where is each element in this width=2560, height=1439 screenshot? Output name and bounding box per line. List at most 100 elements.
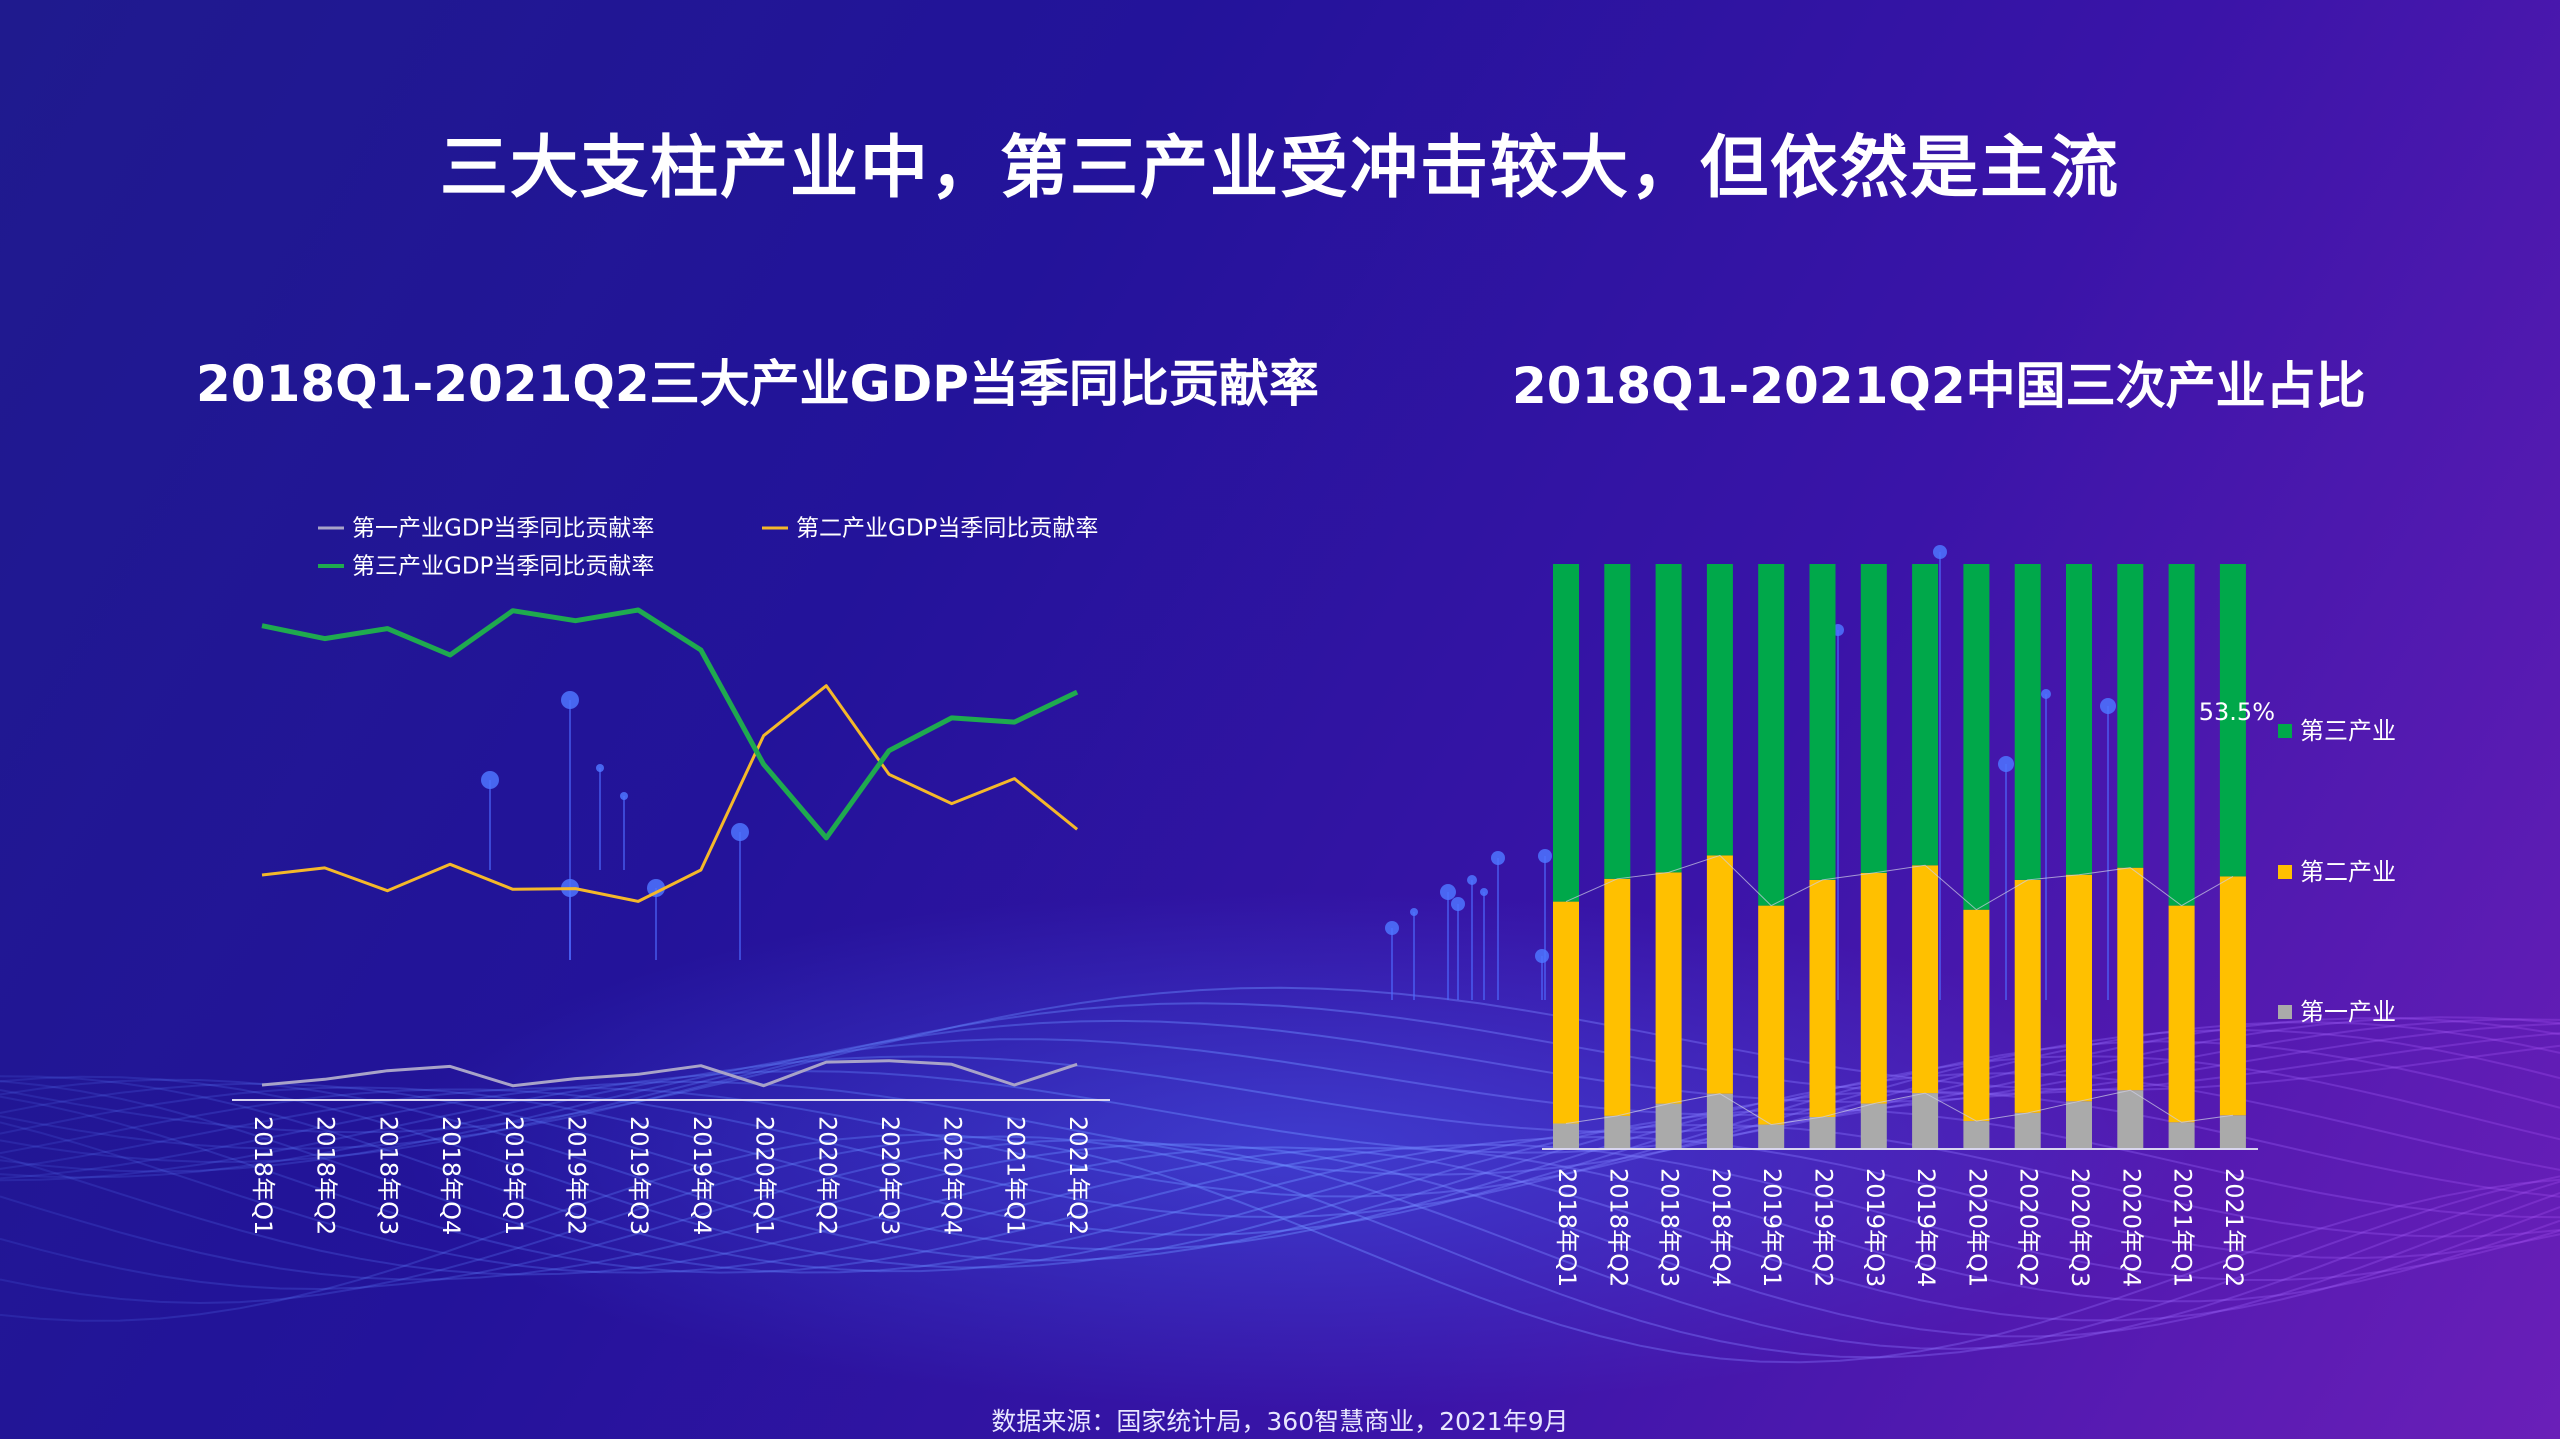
bar-segment-1 [2168,1122,2195,1148]
series-line-3 [261,607,1079,841]
x-tick-label: 2018年Q3 [374,1116,402,1235]
bar-segment-2 [1604,878,1631,1116]
wave-line [0,1075,2560,1269]
legend-label: 第三产业GDP当季同比贡献率 [352,554,654,580]
bar-segment-1 [1604,1115,1631,1148]
legend-swatch [2278,865,2292,879]
light-dot [1535,949,1549,963]
bar-segment-1 [1963,1121,1990,1148]
x-tick-label: 2019年Q4 [688,1116,716,1235]
bar-segment-2 [2066,874,2092,1102]
bar-segment-3 [1860,564,1887,873]
bar-segment-1 [1758,1124,1785,1148]
light-dot [1480,888,1488,896]
bar-segment-1 [1706,1093,1733,1148]
bar-segment-3 [1912,564,1939,866]
bar-segment-2 [1706,855,1733,1094]
bar-segment-1 [2219,1115,2246,1148]
bar-segment-1 [2117,1090,2144,1148]
light-dot [561,691,579,709]
legend-swatch [2278,1005,2292,1019]
bar-segment-1 [1912,1093,1939,1148]
line-chart: 2018年Q1 2018年Q2 2018年Q3 2018年Q4 2019年Q1 2019年… [232,516,1110,1235]
x-tick-label: 2018年Q4 [437,1116,465,1235]
x-tick-label: 2018年Q1 [249,1116,277,1235]
bar-segment-1 [2066,1101,2092,1148]
bar-segment-2 [1809,879,1836,1117]
bar-segment-3 [1963,564,1990,910]
x-tick-label: 2019年Q2 [563,1116,591,1235]
bar-segment-2 [1860,872,1887,1104]
bar-segment-3 [1706,564,1733,856]
bar-segment-2 [2168,905,2195,1123]
bar-segment-1 [1860,1103,1887,1148]
light-dot [731,823,749,841]
data-label: 53.5% [2199,698,2275,726]
wave-line [0,1143,2560,1338]
legend-label: 第一产业 [2300,998,2396,1026]
x-tick-label: 2020年Q1 [751,1116,779,1235]
bar-segment-1 [1655,1103,1682,1148]
legend-label: 第三产业 [2300,717,2396,745]
bar-chart-title: 2018Q1-2021Q2中国三次产业占比 [1512,357,2366,415]
page-title: 三大支柱产业中，第三产业受冲击较大，但依然是主流 [439,129,2120,208]
light-dot [647,879,665,897]
bar-segment-3 [1809,564,1836,880]
bar-segment-2 [1963,909,1990,1122]
light-dot [1933,545,1947,559]
data-source-note: 数据来源：国家统计局，360智慧商业，2021年9月 [991,1407,1569,1436]
light-dot [1410,908,1418,916]
bar-segment-3 [2066,564,2092,875]
light-dot [1998,756,2014,772]
bar-segment-3 [2014,564,2041,880]
x-tick-label: 2019年Q1 [500,1116,528,1235]
x-tick-label: 2018年Q4 [1707,1168,1735,1287]
wave-line [0,1133,2560,1364]
bar-segment-1 [1553,1123,1579,1148]
light-dot [481,771,499,789]
bar-segment-3 [2219,564,2246,877]
x-tick-label: 2019年Q4 [1912,1168,1940,1287]
light-dot [1440,884,1456,900]
x-tick-label: 2018年Q3 [1656,1168,1684,1287]
wave-line [0,1080,2560,1274]
x-tick-label: 2021年Q2 [2220,1168,2248,1287]
x-tick-label: 2020年Q1 [1963,1168,1991,1287]
bar-segment-2 [1758,905,1785,1125]
light-dot [1451,897,1465,911]
x-tick-label: 2018年Q2 [1604,1168,1632,1287]
light-dot [1538,849,1552,863]
x-tick-label: 2019年Q3 [625,1116,653,1235]
stacked-bar-chart: 2018年Q1 2018年Q2 2018年Q3 2018年Q4 2019年Q1 2019年… [1542,564,2396,1287]
bar-segment-2 [2014,879,2041,1113]
light-dot [1385,921,1399,935]
light-dot [596,764,604,772]
light-dot [1467,875,1477,885]
bar-segment-3 [1553,564,1579,902]
x-tick-label: 2020年Q4 [939,1116,967,1235]
x-tick-label: 2019年Q1 [1758,1168,1786,1287]
x-tick-label: 2019年Q2 [1810,1168,1838,1287]
x-tick-label: 2018年Q2 [312,1116,340,1235]
light-dot [2041,689,2051,699]
bar-segment-2 [1912,865,1939,1094]
x-tick-label: 2020年Q2 [2015,1168,2043,1287]
series-connector [1565,1089,2233,1126]
line-chart-title: 2018Q1-2021Q2三大产业GDP当季同比贡献率 [196,355,1319,413]
x-tick-label: 2021年Q1 [2169,1168,2197,1287]
legend-label: 第一产业GDP当季同比贡献率 [352,516,654,542]
wave-line [0,1139,2560,1350]
bar-segment-2 [1655,872,1682,1104]
bar-segment-3 [1604,564,1631,879]
wave-line [0,1146,2560,1322]
x-tick-label: 2020年Q2 [813,1116,841,1235]
x-tick-label: 2018年Q1 [1553,1168,1581,1287]
x-tick-label: 2020年Q3 [2066,1168,2094,1287]
light-dot [2100,698,2116,714]
wave-line [0,1135,2560,1359]
wave-line [0,1075,2560,1273]
bar-segment-1 [1809,1117,1836,1148]
series-connector [1565,854,2234,911]
bar-segment-2 [2117,867,2144,1091]
